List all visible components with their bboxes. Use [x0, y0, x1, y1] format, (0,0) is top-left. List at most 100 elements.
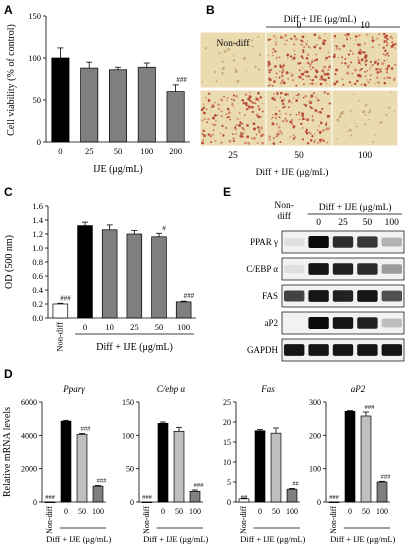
stain-dot: [242, 56, 246, 60]
chart-d-4-bar: [360, 415, 372, 503]
stain-dot: [242, 128, 246, 131]
chart-c-x-tick-label: 100: [177, 322, 190, 332]
stain-dot: [302, 49, 305, 52]
stain-dot: [308, 62, 312, 66]
stain-dot: [267, 54, 270, 57]
chart-d-1-x-label: Diff + IJE (μg/mL): [46, 534, 111, 544]
stain-dot: [341, 78, 344, 81]
chart-d-1-x-tick-label: 50: [78, 507, 86, 516]
stain-dot: [271, 116, 274, 119]
stain-dot: [310, 68, 312, 71]
stain-dot: [304, 130, 308, 133]
stain-dot: [261, 110, 264, 113]
stain-dot: [234, 127, 237, 130]
chart-c-y-tick-label: 0.2: [32, 299, 43, 309]
stain-dot: [383, 77, 386, 80]
stain-dot: [253, 127, 256, 131]
chart-c-x-label: Diff + IJE (μg/mL): [96, 342, 173, 353]
stain-dot: [310, 94, 314, 98]
stain-dot: [290, 37, 293, 40]
stain-dot: [311, 115, 314, 117]
chart-d-3-significance-label: ##: [292, 480, 299, 487]
stain-dot: [386, 59, 388, 61]
stain-dot: [285, 119, 289, 123]
blot-protein-label: aP2: [265, 318, 279, 328]
blot-band: [308, 290, 329, 302]
stain-dot: [275, 72, 278, 75]
stain-dot: [357, 61, 361, 65]
chart-d-2-bar: [173, 430, 185, 503]
stain-dot: [207, 100, 210, 103]
stain-dot: [297, 96, 299, 99]
chart-d-4-significance-label: ###: [381, 473, 392, 480]
stain-dot: [315, 58, 319, 61]
stain-dot: [236, 80, 240, 83]
stain-dot: [299, 76, 302, 79]
stain-dot: [349, 37, 352, 40]
chart-c-x-tick-label: 25: [130, 322, 139, 332]
stain-dot: [388, 106, 391, 109]
chart-c-y-tick-label: 0.4: [32, 285, 43, 295]
stain-dot: [278, 56, 281, 58]
stain-dot: [378, 32, 381, 36]
stain-dot: [363, 42, 366, 45]
stain-dot: [316, 129, 319, 131]
stain-dot: [299, 39, 301, 42]
stain-dot: [232, 94, 235, 97]
stain-dot: [392, 78, 395, 81]
chart-d-1-y-tick-label: 4000: [21, 431, 37, 440]
stain-dot: [281, 71, 284, 74]
stain-dot: [267, 60, 271, 64]
stain-dot: [335, 80, 339, 83]
stain-dot: [256, 126, 260, 129]
stain-dot: [314, 133, 316, 135]
micrograph-cell: [331, 89, 399, 147]
chart-c-significance-label: ###: [184, 292, 195, 300]
stain-dot: [293, 35, 296, 38]
stain-dot: [356, 79, 359, 83]
stain-dot: [241, 132, 245, 135]
stain-dot: [355, 39, 357, 41]
stain-dot: [298, 113, 301, 116]
stain-dot: [260, 116, 263, 118]
stain-dot: [253, 136, 256, 140]
chart-d-1-x-tick-label: 100: [92, 507, 104, 516]
chart-d-1-significance-label: ###: [45, 494, 56, 501]
stain-dot: [279, 36, 283, 39]
stain-dot: [223, 95, 225, 98]
stain-dot: [383, 59, 386, 62]
chart-a-y-tick-label: 100: [28, 53, 41, 63]
stain-dot: [316, 141, 319, 144]
stain-dot: [295, 99, 298, 102]
blot-band: [357, 290, 378, 302]
stain-dot: [377, 68, 379, 70]
stain-dot: [350, 61, 353, 64]
chart-d-4-y-tick-label: 200: [309, 431, 321, 440]
stain-dot: [328, 64, 332, 68]
stain-dot: [346, 71, 350, 75]
stain-dot: [342, 44, 346, 48]
stain-dot: [209, 134, 213, 138]
stain-dot: [358, 34, 361, 37]
stain-dot: [314, 75, 318, 79]
stain-dot: [278, 126, 281, 129]
stain-dot: [298, 69, 301, 72]
stain-dot: [295, 84, 298, 87]
stain-dot: [220, 98, 223, 102]
chart-d-4-bar: [376, 481, 388, 503]
stain-dot: [375, 59, 377, 62]
stain-dot: [311, 79, 314, 82]
stain-dot: [301, 112, 305, 116]
stain-dot: [311, 135, 314, 138]
stain-dot: [322, 129, 325, 132]
chart-d-4-significance-label: ###: [365, 404, 376, 411]
blot-band: [284, 344, 305, 356]
stain-dot: [205, 108, 208, 110]
stain-dot: [393, 77, 396, 80]
stain-dot: [235, 123, 238, 127]
stain-dot: [324, 73, 327, 76]
stain-dot: [215, 80, 218, 83]
stain-dot: [281, 79, 284, 83]
stain-dot: [326, 72, 330, 76]
stain-dot: [221, 60, 224, 63]
